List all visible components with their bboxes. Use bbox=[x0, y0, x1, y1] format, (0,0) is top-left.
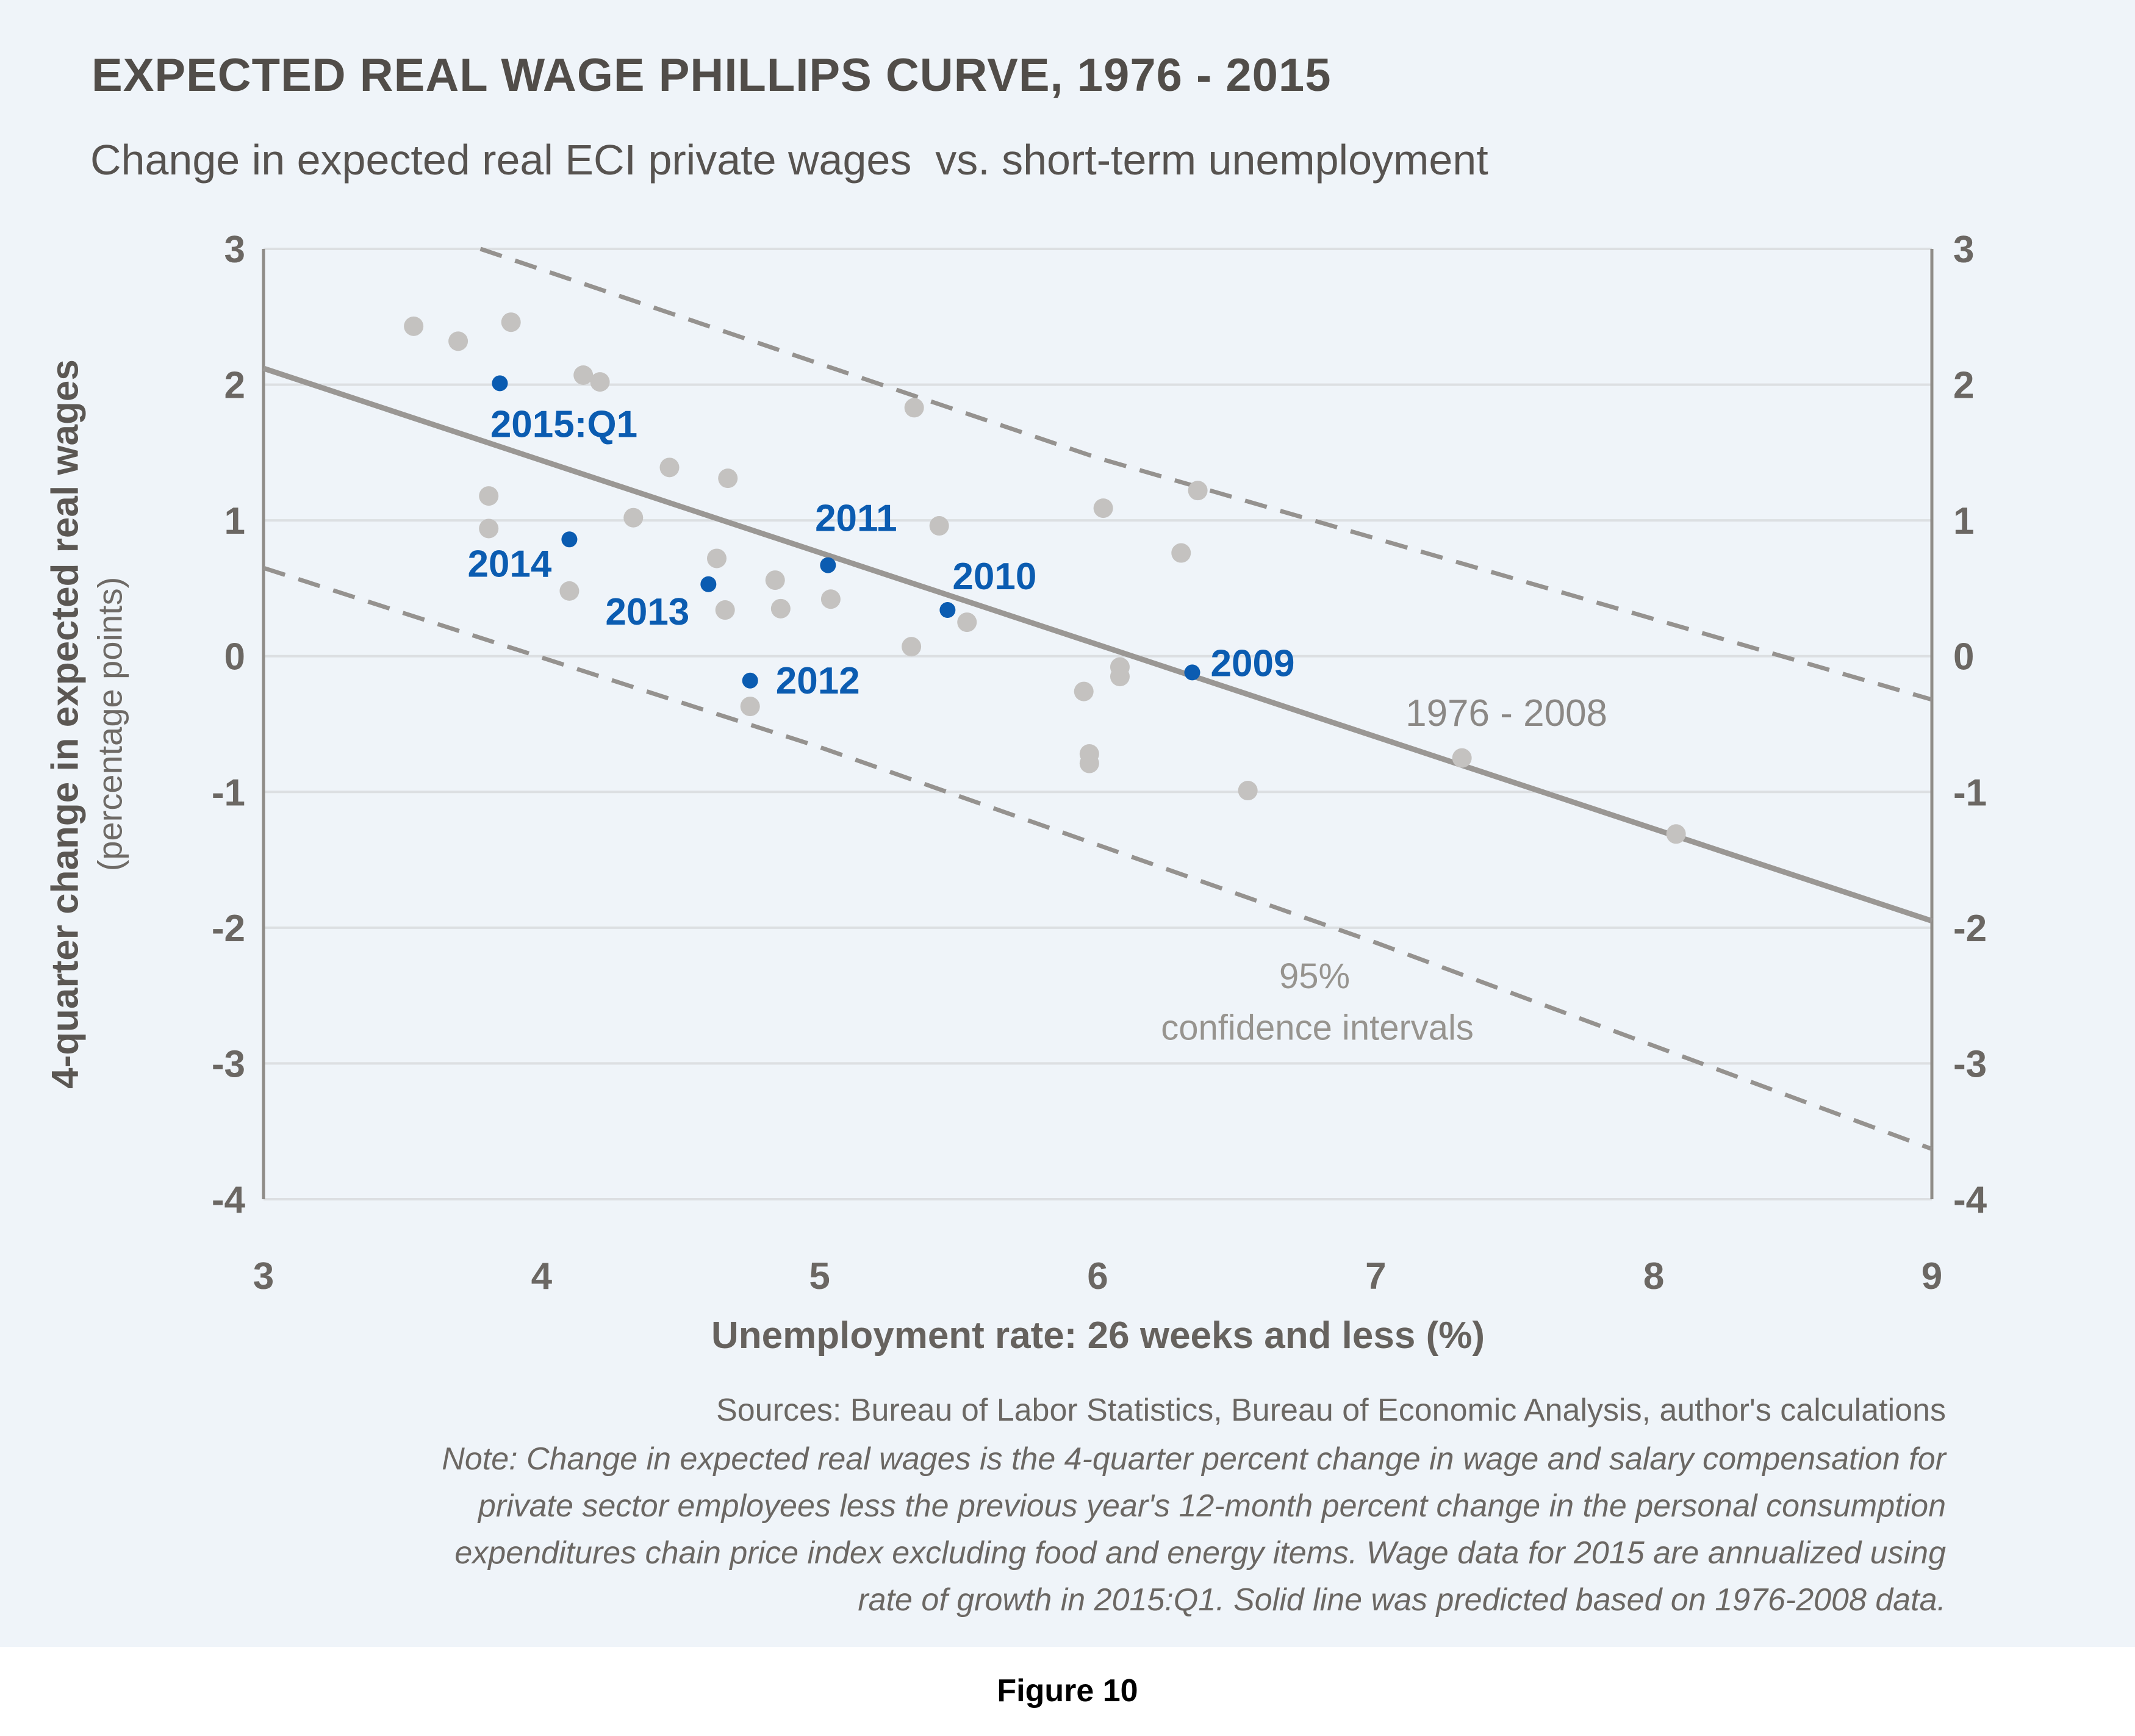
data-point-2010 bbox=[939, 602, 956, 619]
data-point-1976-2008-22 bbox=[1188, 481, 1208, 501]
y-tick-left-1: 1 bbox=[224, 500, 245, 542]
data-point-2011 bbox=[820, 557, 836, 573]
data-point-2012 bbox=[742, 672, 758, 689]
x-tick-7: 7 bbox=[1365, 1255, 1386, 1297]
y-tick-left--4: -4 bbox=[212, 1179, 246, 1221]
x-tick-5: 5 bbox=[809, 1255, 830, 1297]
data-point-1976-2008-11 bbox=[707, 548, 727, 569]
y-tick-right--1: -1 bbox=[1953, 772, 1987, 814]
lower-confidence-line bbox=[262, 565, 1933, 1151]
y-tick-right--4: -4 bbox=[1953, 1179, 1987, 1221]
data-label-2013: 2013 bbox=[605, 591, 689, 633]
y-tick-left--3: -3 bbox=[212, 1043, 245, 1085]
data-label-2012: 2012 bbox=[776, 660, 860, 702]
y-tick-right-2: 2 bbox=[1953, 365, 1974, 407]
data-point-1976-2008-30 bbox=[1452, 748, 1472, 768]
x-tick-9: 9 bbox=[1922, 1255, 1942, 1297]
data-point-1976-2008-7 bbox=[904, 398, 924, 418]
data-point-1976-2008-5 bbox=[659, 457, 680, 478]
data-point-1976-2008-9 bbox=[479, 518, 499, 539]
x-tick-4: 4 bbox=[531, 1255, 553, 1297]
data-point-2014 bbox=[561, 531, 578, 548]
data-label-2011: 2011 bbox=[815, 498, 897, 540]
y-tick-right--2: -2 bbox=[1953, 908, 1987, 950]
data-point-1976-2008-26 bbox=[1074, 681, 1094, 701]
data-point-1976-2008-21 bbox=[1093, 498, 1113, 518]
plot-area: 3 32 21 10 0-1 -1-2 -2-3 -3-4 -43 4 5 6 7 8 92015:Q120… bbox=[45, 229, 1987, 1357]
y-tick-right--3: -3 bbox=[1953, 1043, 1987, 1085]
data-point-1976-2008-10 bbox=[623, 508, 644, 528]
x-axis-title: Unemployment rate: 26 weeks and less (%) bbox=[711, 1315, 1485, 1357]
data-point-1976-2008-2 bbox=[501, 312, 521, 332]
note-block: Note: Change in expected real wages is t… bbox=[442, 1441, 1946, 1618]
x-tick-6: 6 bbox=[1087, 1255, 1108, 1297]
data-point-1976-2008-14 bbox=[765, 570, 785, 590]
data-point-1976-2008-3 bbox=[573, 365, 594, 385]
data-label-2010: 2010 bbox=[952, 556, 1036, 598]
sources-line: Sources: Bureau of Labor Statistics, Bur… bbox=[716, 1393, 1946, 1428]
regression-line-1976-2008 bbox=[262, 365, 1933, 924]
chart-subtitle: Change in expected real ECI private wage… bbox=[90, 136, 1488, 184]
y-tick-right-0: 0 bbox=[1953, 636, 1974, 678]
y-tick-left-2: 2 bbox=[224, 365, 245, 407]
data-point-2009 bbox=[1184, 664, 1200, 681]
data-point-1976-2008-17 bbox=[902, 637, 922, 657]
data-point-1976-2008-4 bbox=[590, 372, 610, 392]
y-tick-left-0: 0 bbox=[224, 636, 245, 678]
data-label-2015:Q1: 2015:Q1 bbox=[490, 403, 637, 445]
data-label-2009: 2009 bbox=[1211, 642, 1295, 684]
data-point-1976-2008-28 bbox=[1079, 753, 1099, 773]
chart-card: EXPECTED REAL WAGE PHILLIPS CURVE, 1976 … bbox=[0, 0, 2135, 1647]
data-point-1976-2008-6 bbox=[718, 468, 738, 489]
x-tick-3: 3 bbox=[253, 1255, 274, 1297]
data-point-1976-2008-8 bbox=[479, 486, 499, 506]
y-tick-left--2: -2 bbox=[212, 908, 245, 950]
data-point-1976-2008-29 bbox=[1238, 781, 1258, 801]
data-point-1976-2008-25 bbox=[1110, 667, 1130, 687]
y-tick-left-3: 3 bbox=[224, 229, 245, 271]
annotation-95pct: 95% bbox=[1279, 956, 1350, 996]
y-axis-subtitle: (percentage points) bbox=[91, 577, 129, 872]
data-label-2014: 2014 bbox=[467, 543, 551, 585]
chart-title: EXPECTED REAL WAGE PHILLIPS CURVE, 1976 … bbox=[92, 49, 1332, 101]
annotation-confidence-intervals: confidence intervals bbox=[1161, 1008, 1474, 1047]
y-tick-right-3: 3 bbox=[1953, 229, 1974, 271]
data-point-1976-2008-12 bbox=[559, 581, 580, 601]
data-point-1976-2008-15 bbox=[770, 598, 791, 619]
upper-confidence-line bbox=[479, 246, 1932, 702]
data-point-1976-2008-16 bbox=[820, 589, 841, 609]
x-tick-8: 8 bbox=[1643, 1255, 1664, 1297]
data-point-1976-2008-0 bbox=[404, 316, 424, 336]
y-tick-left--1: -1 bbox=[212, 772, 245, 814]
annotation-1976-2008: 1976 - 2008 bbox=[1405, 692, 1607, 734]
data-point-1976-2008-13 bbox=[715, 600, 735, 620]
y-axis-title: 4-quarter change in expected real wages bbox=[45, 359, 87, 1089]
data-point-1976-2008-18 bbox=[929, 516, 949, 536]
data-point-1976-2008-31 bbox=[1666, 824, 1686, 844]
data-point-2015:Q1 bbox=[492, 375, 508, 392]
data-point-1976-2008-23 bbox=[1171, 543, 1191, 563]
data-point-1976-2008-20 bbox=[740, 697, 760, 717]
data-point-1976-2008-19 bbox=[957, 612, 977, 633]
y-tick-right-1: 1 bbox=[1953, 500, 1974, 542]
data-point-2013 bbox=[700, 576, 717, 592]
data-point-1976-2008-1 bbox=[448, 331, 468, 351]
figure-caption: Figure 10 bbox=[997, 1673, 1138, 1709]
